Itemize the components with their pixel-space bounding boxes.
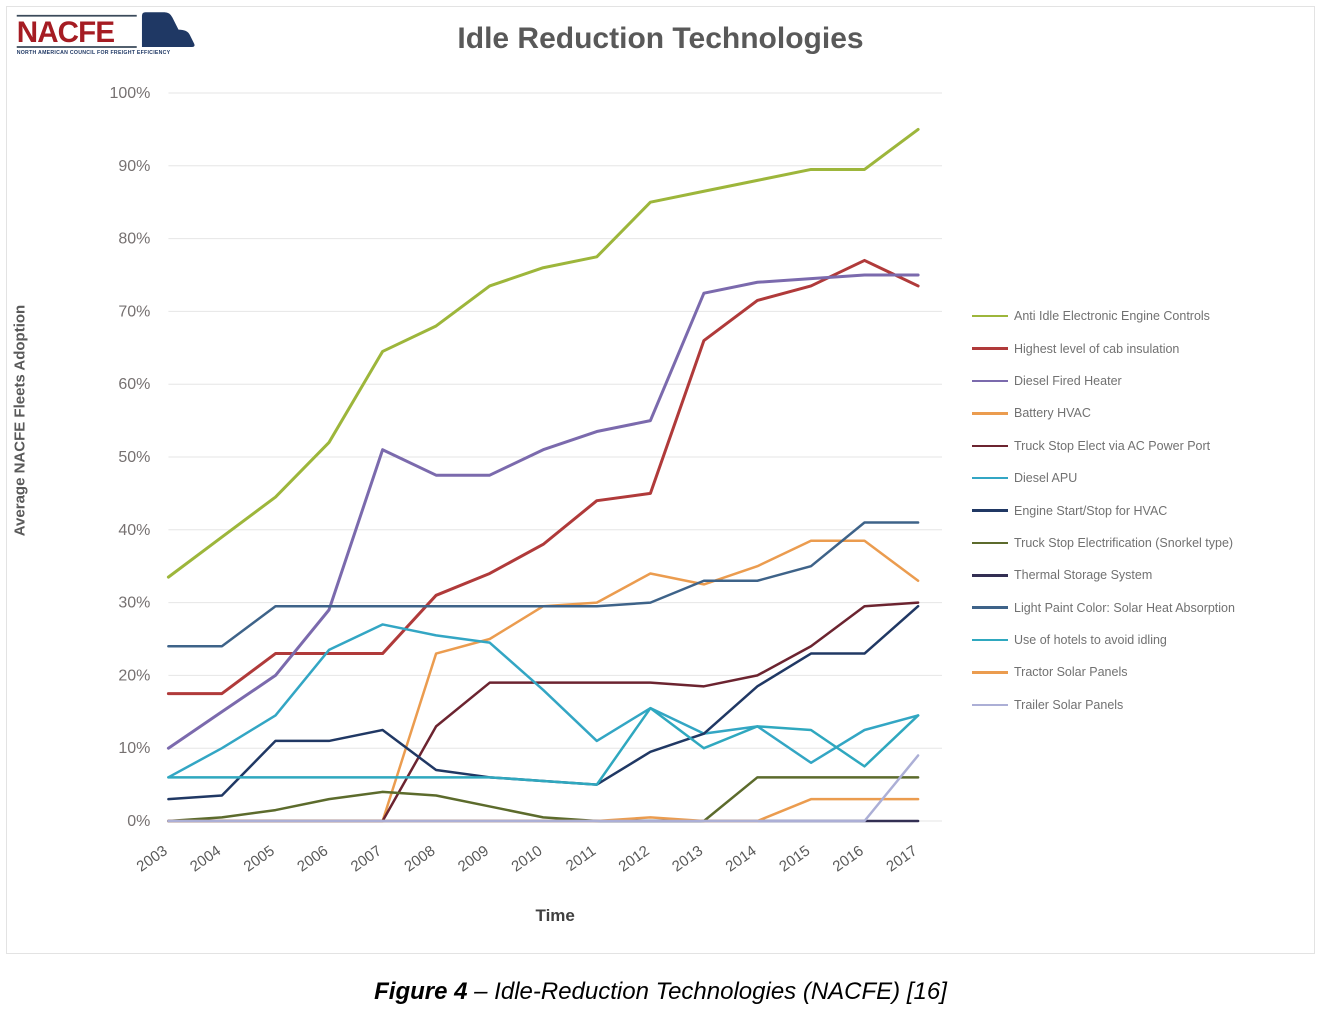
- svg-text:80%: 80%: [118, 231, 150, 248]
- svg-text:2013: 2013: [669, 842, 706, 875]
- svg-text:Time: Time: [536, 906, 575, 925]
- svg-text:2015: 2015: [776, 842, 813, 875]
- svg-text:2005: 2005: [241, 842, 278, 875]
- svg-text:30%: 30%: [118, 595, 150, 612]
- svg-text:90%: 90%: [118, 158, 150, 175]
- svg-text:2007: 2007: [348, 842, 385, 875]
- svg-text:2006: 2006: [294, 842, 331, 875]
- svg-text:70%: 70%: [118, 303, 150, 320]
- svg-text:2016: 2016: [830, 842, 867, 875]
- svg-text:50%: 50%: [118, 449, 150, 466]
- svg-text:100%: 100%: [109, 85, 150, 102]
- svg-text:2004: 2004: [187, 842, 224, 875]
- svg-text:0%: 0%: [127, 813, 150, 830]
- svg-text:10%: 10%: [118, 740, 150, 757]
- svg-text:2012: 2012: [616, 842, 653, 875]
- svg-text:2003: 2003: [134, 842, 171, 875]
- svg-text:2014: 2014: [723, 842, 760, 875]
- svg-text:2011: 2011: [563, 842, 599, 874]
- svg-text:60%: 60%: [118, 376, 150, 393]
- svg-text:20%: 20%: [118, 667, 150, 684]
- svg-text:40%: 40%: [118, 522, 150, 539]
- svg-text:2010: 2010: [508, 842, 545, 875]
- svg-text:2017: 2017: [883, 842, 920, 875]
- svg-text:2008: 2008: [401, 842, 438, 875]
- svg-text:2009: 2009: [455, 842, 492, 875]
